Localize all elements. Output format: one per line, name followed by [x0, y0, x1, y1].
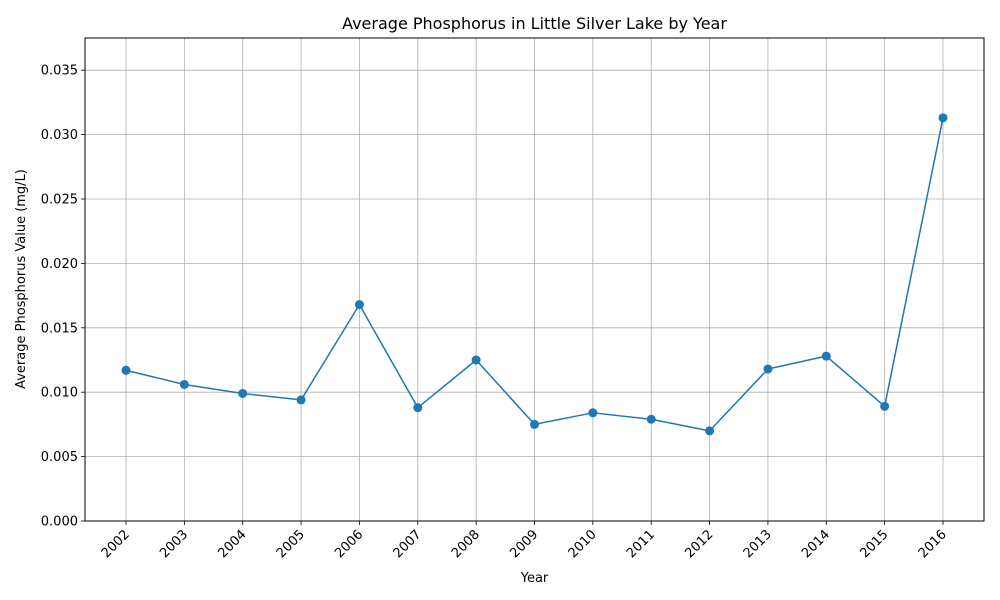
data-point [530, 419, 539, 429]
y-tick-label: 0.005 [41, 450, 78, 465]
series-layer [121, 113, 948, 436]
data-point [296, 395, 306, 405]
x-axis-title: Year [520, 571, 549, 586]
data-point [121, 365, 131, 375]
axes [81, 37, 985, 525]
y-axis-title: Average Phosphorus Value (mg/L) [14, 169, 29, 389]
y-tick-label: 0.015 [41, 321, 78, 336]
data-point [413, 403, 423, 413]
y-tick-label: 0.025 [41, 193, 78, 208]
data-point [471, 355, 481, 365]
data-point [821, 351, 831, 361]
data-point [646, 414, 656, 424]
data-point [938, 113, 948, 123]
y-tick-label: 0.020 [41, 257, 78, 272]
data-point [705, 426, 715, 436]
data-point [179, 379, 189, 389]
y-tick-label: 0.010 [41, 386, 78, 401]
data-point [763, 364, 773, 374]
grid-lines [85, 38, 984, 522]
y-tick-label: 0.035 [41, 64, 78, 79]
data-point [238, 388, 248, 398]
plot-frame [84, 37, 985, 522]
data-point [880, 401, 890, 411]
y-tick-label: 0.030 [41, 128, 78, 143]
data-point [354, 300, 364, 310]
data-point [588, 408, 598, 418]
chart-title: Average Phosphorus in Little Silver Lake… [342, 14, 727, 33]
y-tick-label: 0.000 [41, 515, 78, 530]
